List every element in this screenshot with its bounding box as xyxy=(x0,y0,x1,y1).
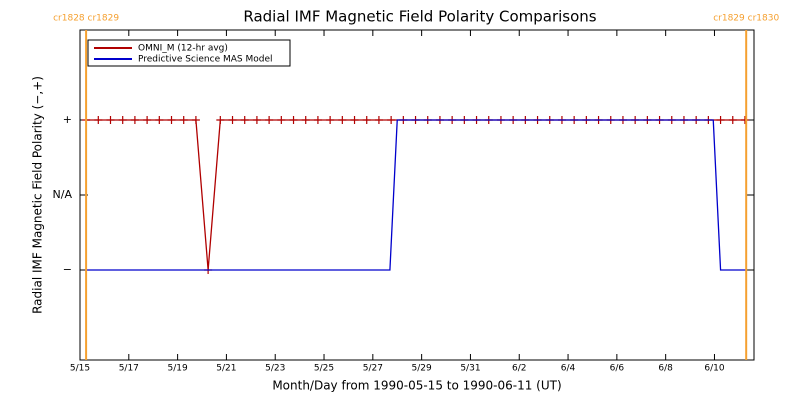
plus-marker xyxy=(228,116,237,124)
legend-label: Predictive Science MAS Model xyxy=(138,55,273,65)
y-tick-label: − xyxy=(63,263,72,276)
plus-marker xyxy=(350,116,359,124)
plus-marker xyxy=(143,116,152,124)
plus-marker xyxy=(240,116,249,124)
plus-marker xyxy=(362,116,371,124)
plus-marker xyxy=(313,116,322,124)
x-tick-label: 5/29 xyxy=(412,364,432,374)
x-axis-label: Month/Day from 1990-05-15 to 1990-06-11 … xyxy=(272,379,561,393)
x-tick-label: 5/15 xyxy=(70,364,90,374)
x-tick-label: 6/6 xyxy=(610,364,625,374)
plus-marker xyxy=(326,116,335,124)
x-tick-label: 5/21 xyxy=(216,364,236,374)
x-tick-label: 6/10 xyxy=(704,364,724,374)
plus-marker xyxy=(374,116,383,124)
plus-marker xyxy=(338,116,347,124)
y-tick-label: + xyxy=(63,113,72,126)
x-tick-label: 5/25 xyxy=(314,364,334,374)
legend-box xyxy=(87,39,291,67)
plus-marker xyxy=(167,116,176,124)
x-tick-label: 5/23 xyxy=(265,364,285,374)
x-tick-label: 6/8 xyxy=(658,364,673,374)
plus-marker xyxy=(106,116,115,124)
x-tick-label: 5/17 xyxy=(119,364,139,374)
x-tick-label: 6/4 xyxy=(561,364,576,374)
plus-marker xyxy=(277,116,286,124)
y-tick-label: N/A xyxy=(53,188,73,201)
plus-marker xyxy=(728,116,737,124)
y-axis-label: Radial IMF Magnetic Field Polarity (−,+) xyxy=(31,76,45,314)
plus-marker xyxy=(387,116,396,124)
x-tick-label: 6/2 xyxy=(512,364,526,374)
plus-marker xyxy=(265,116,274,124)
series-line xyxy=(84,119,747,271)
plus-marker xyxy=(289,116,298,124)
x-tick-label: 5/27 xyxy=(363,364,383,374)
boundary-label: cr1829 cr1830 xyxy=(713,14,779,24)
plus-marker xyxy=(191,116,200,124)
plus-marker xyxy=(252,116,261,124)
plus-marker xyxy=(716,116,725,124)
plus-marker xyxy=(130,116,139,124)
legend-label: OMNI_M (12-hr avg) xyxy=(138,44,228,54)
plus-marker xyxy=(155,116,164,124)
boundary-label: cr1828 cr1829 xyxy=(53,14,119,24)
chart-title: Radial IMF Magnetic Field Polarity Compa… xyxy=(243,8,596,26)
plus-marker xyxy=(216,116,225,124)
plus-marker xyxy=(179,116,188,124)
plus-marker xyxy=(301,116,310,124)
plus-marker xyxy=(118,116,127,124)
x-tick-label: 5/19 xyxy=(168,364,188,374)
plus-marker xyxy=(94,116,103,124)
plus-marker xyxy=(740,116,749,124)
x-tick-label: 5/31 xyxy=(460,364,480,374)
